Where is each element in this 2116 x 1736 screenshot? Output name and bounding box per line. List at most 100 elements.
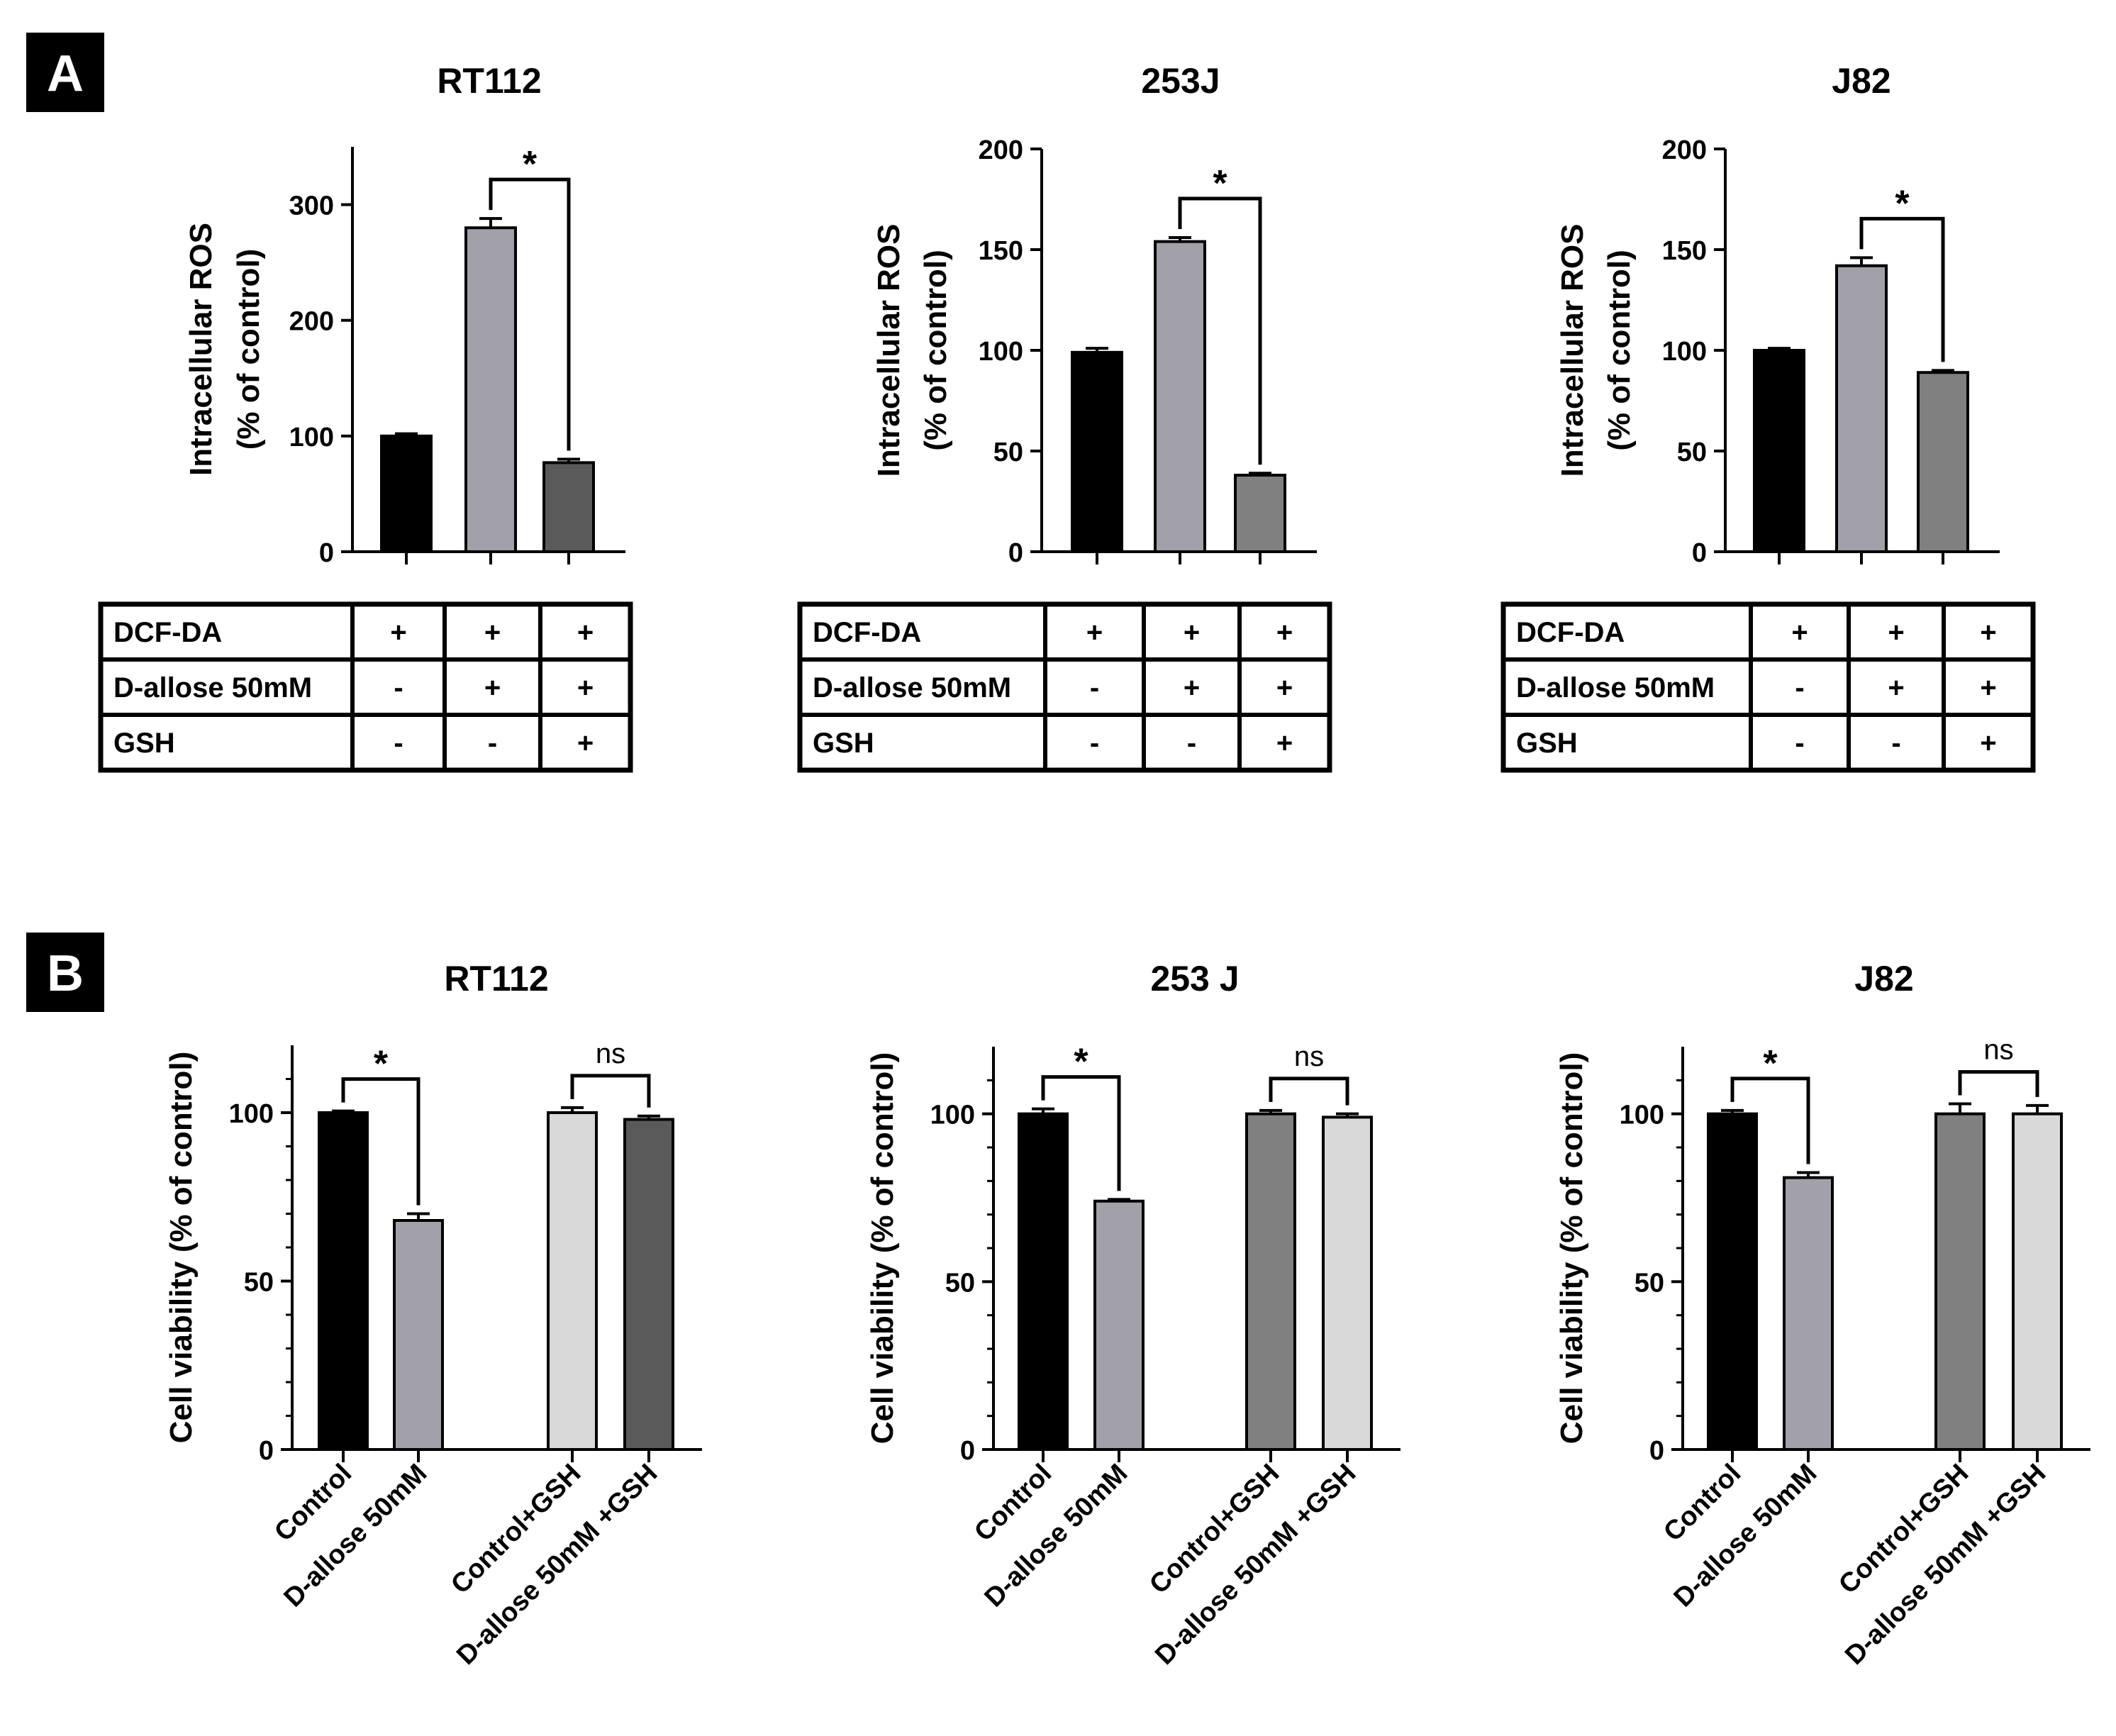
significance-bracket: [1178, 196, 1262, 465]
bar: [1018, 1112, 1069, 1451]
y-tick-label: 50: [1635, 1268, 1664, 1298]
chart-title: 253J: [1141, 61, 1220, 101]
table-cell: -: [394, 728, 403, 759]
table-cell: +: [1980, 672, 1996, 703]
treatment-table: DCF-DA + + + D-allose 50mM - + + GSH - - +: [98, 601, 633, 773]
table-cell: -: [1891, 728, 1900, 759]
y-tick-label: 50: [993, 438, 1023, 467]
y-tick-label: 200: [1662, 135, 1707, 165]
bar: [547, 1111, 598, 1451]
bar: [1071, 350, 1123, 553]
y-tick-label: 50: [244, 1268, 274, 1298]
bar: [1835, 264, 1888, 553]
chart-title: RT112: [437, 61, 541, 101]
bar: [1707, 1112, 1758, 1451]
y-tick-label: 100: [979, 337, 1023, 367]
bar: [393, 1219, 444, 1451]
significance-bracket: [1041, 1075, 1121, 1191]
y-tick-label: 0: [319, 538, 334, 568]
panel-a-letter: A: [47, 45, 84, 102]
y-tick-label: 150: [979, 236, 1023, 266]
table-cell: +: [1980, 617, 1996, 648]
significance-label: *: [1074, 1042, 1088, 1083]
y-axis-label: Cell viability (% of control): [164, 1052, 199, 1444]
chart-0: RT112 Intracellular ROS (% of control) 0 100…: [98, 61, 633, 773]
table-row-label: D-allose 50mM: [1516, 672, 1715, 703]
table-cell: -: [1187, 728, 1196, 759]
significance-label: *: [374, 1044, 389, 1085]
significance-label: ns: [1294, 1041, 1324, 1072]
table-cell: +: [1980, 728, 1996, 759]
table-row-label: DCF-DA: [813, 617, 921, 648]
significance-label: *: [1213, 163, 1227, 204]
bar: [1322, 1115, 1373, 1452]
table-cell: +: [1276, 672, 1293, 703]
table-cell: +: [1184, 672, 1200, 703]
table-border: [797, 601, 1332, 773]
bar: [1093, 1199, 1145, 1451]
bar: [623, 1118, 674, 1451]
y-axis-label: Cell viability (% of control): [865, 1052, 900, 1445]
table-cell: +: [577, 617, 594, 648]
bar: [542, 461, 595, 554]
table-cell: -: [488, 728, 497, 759]
table-cell: -: [394, 672, 403, 703]
y-tick-label: 200: [979, 135, 1023, 165]
y-tick-label: 150: [1662, 236, 1707, 266]
significance-bracket: [1958, 1069, 2039, 1097]
chart-1: 253J Intracellular ROS (% of control) 0 50 10…: [797, 61, 1332, 773]
bar: [1934, 1112, 1986, 1451]
chart-title: 253 J: [1150, 959, 1239, 998]
significance-bracket: [1859, 216, 1945, 362]
y-axis-label: Intracellular ROS: [1555, 223, 1590, 477]
table-cell: +: [1791, 617, 1808, 648]
y-tick-label: 0: [1008, 538, 1023, 568]
y-axis-label: (% of control): [1602, 250, 1637, 451]
table-row-label: D-allose 50mM: [813, 672, 1011, 703]
table-row-label: DCF-DA: [1516, 617, 1625, 648]
table-border: [98, 601, 633, 773]
table-row-label: GSH: [1516, 728, 1578, 759]
table-cell: +: [1276, 728, 1293, 759]
significance-label: ns: [1983, 1034, 2013, 1065]
y-axis-label: Intracellular ROS: [184, 223, 218, 476]
table-cell: -: [1795, 728, 1804, 759]
table-border: [1500, 601, 2036, 773]
significance-bracket: [1730, 1076, 1810, 1164]
y-tick-label: 100: [289, 423, 334, 452]
table-row-label: GSH: [813, 728, 874, 759]
y-axis-label: Intracellular ROS: [872, 223, 906, 477]
bar: [1753, 349, 1805, 553]
table-cell: +: [1888, 672, 1904, 703]
table-cell: -: [1795, 672, 1804, 703]
significance-bracket: [489, 177, 571, 451]
y-tick-label: 300: [289, 191, 334, 221]
table-cell: -: [1090, 728, 1099, 759]
panel-b-letter: B: [47, 945, 84, 1002]
y-tick-label: 0: [1649, 1436, 1664, 1466]
table-row-label: DCF-DA: [113, 617, 222, 648]
table-row-label: D-allose 50mM: [113, 672, 312, 703]
y-tick-label: 0: [259, 1436, 274, 1466]
table-cell: +: [577, 728, 594, 759]
significance-bracket: [570, 1074, 651, 1108]
y-tick-label: 0: [960, 1436, 975, 1466]
significance-label: *: [523, 144, 538, 185]
y-tick-label: 100: [930, 1101, 975, 1130]
y-tick-label: 100: [1620, 1101, 1664, 1130]
bar: [2012, 1112, 2063, 1451]
table-cell: +: [1086, 617, 1103, 648]
treatment-table: DCF-DA + + + D-allose 50mM - + + GSH - - +: [797, 601, 1332, 773]
panel-a-label: A: [26, 33, 104, 112]
chart-title: RT112: [444, 959, 548, 998]
table-cell: +: [390, 617, 406, 648]
bar: [464, 226, 517, 553]
y-axis-label: (% of control): [231, 249, 266, 450]
bar: [1234, 474, 1286, 554]
significance-bracket: [341, 1077, 421, 1206]
y-tick-label: 0: [1692, 538, 1707, 568]
y-tick-label: 100: [229, 1099, 274, 1129]
bar: [380, 434, 433, 553]
y-axis-label: Cell viability (% of control): [1554, 1052, 1589, 1445]
